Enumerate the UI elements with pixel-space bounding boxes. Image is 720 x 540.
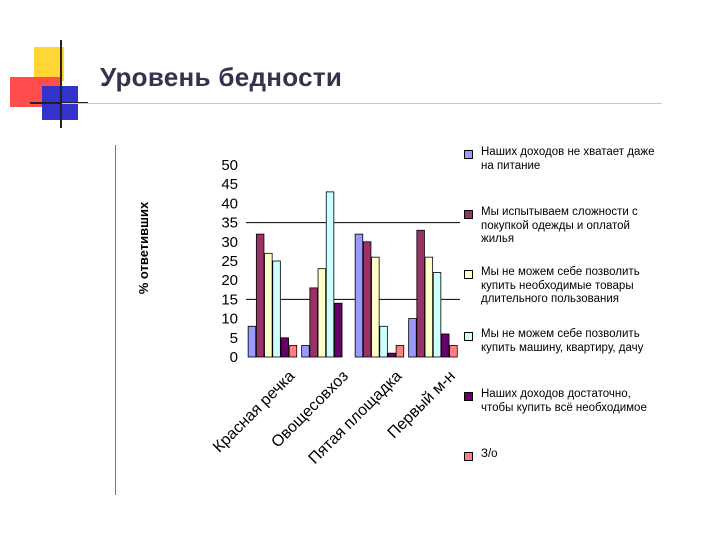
legend-item: Мы испытываем сложности с покупкой одежд…	[460, 206, 660, 247]
legend-item: Наших доходов не хватает даже на питание	[460, 146, 660, 173]
bar	[317, 268, 327, 358]
bar	[362, 241, 372, 358]
legend-label: Наших доходов не хватает даже на питание	[481, 146, 655, 172]
legend-label: Мы испытываем сложности с покупкой одежд…	[481, 206, 638, 245]
legend-swatch	[464, 452, 473, 461]
legend-label: Мы не можем себе позволить купить машину…	[481, 328, 644, 354]
bar	[264, 252, 273, 358]
y-tick-label: 45	[221, 176, 238, 193]
bar	[325, 191, 335, 358]
y-tick-label: 40	[221, 195, 238, 212]
bar	[432, 272, 442, 358]
bar	[288, 345, 298, 358]
bar	[441, 333, 450, 358]
y-tick-label: 20	[221, 272, 238, 289]
legend-item: Наших доходов достаточно, чтобы купить в…	[460, 388, 660, 415]
deco-yellow-square	[34, 47, 64, 81]
bar	[280, 337, 289, 358]
bar	[416, 229, 425, 358]
bar	[449, 345, 458, 358]
bar	[379, 325, 388, 358]
bar	[272, 260, 281, 358]
legend-item: Мы не можем себе позволить купить машину…	[460, 328, 660, 355]
bar	[334, 302, 343, 358]
category-label: Пятая площадка	[306, 368, 406, 468]
y-tick-label: 15	[221, 291, 238, 308]
page-title: Уровень бедности	[100, 62, 343, 92]
y-tick-label: 30	[221, 234, 238, 251]
legend-label: З/о	[481, 448, 498, 460]
ticks-layer: 0 5 10 15 20 25 30 35 40 45 50	[221, 157, 238, 366]
legend-label: Мы не можем себе позволить купить необхо…	[481, 266, 640, 305]
title-divider	[62, 103, 662, 104]
y-tick-label: 5	[230, 330, 238, 347]
legend-swatch	[464, 392, 473, 401]
bar	[354, 233, 364, 358]
legend-swatch	[464, 270, 473, 279]
legend-swatch	[464, 210, 473, 219]
legend-swatch	[464, 150, 473, 159]
bar	[371, 256, 380, 358]
y-tick-label: 25	[221, 253, 238, 270]
bar	[301, 345, 310, 358]
bar	[309, 287, 318, 358]
deco-horizontal-line	[30, 102, 88, 104]
bar	[255, 233, 265, 358]
y-tick-label: 10	[221, 311, 238, 328]
y-tick-label: 50	[221, 157, 238, 174]
bar	[387, 352, 396, 358]
bar	[408, 318, 417, 358]
legend-swatch	[464, 332, 473, 341]
legend-item: З/о	[460, 448, 660, 462]
legend-item: Мы не можем себе позволить купить необхо…	[460, 266, 660, 307]
left-vertical-rule	[115, 145, 116, 495]
y-tick-label: 0	[230, 349, 238, 366]
y-tick-label: 35	[221, 215, 238, 232]
deco-vertical-line	[60, 40, 62, 128]
bar	[395, 345, 405, 358]
bar	[247, 325, 257, 358]
legend-label: Наших доходов достаточно, чтобы купить в…	[481, 388, 647, 414]
bar	[424, 256, 434, 358]
bars-layer	[247, 191, 458, 358]
